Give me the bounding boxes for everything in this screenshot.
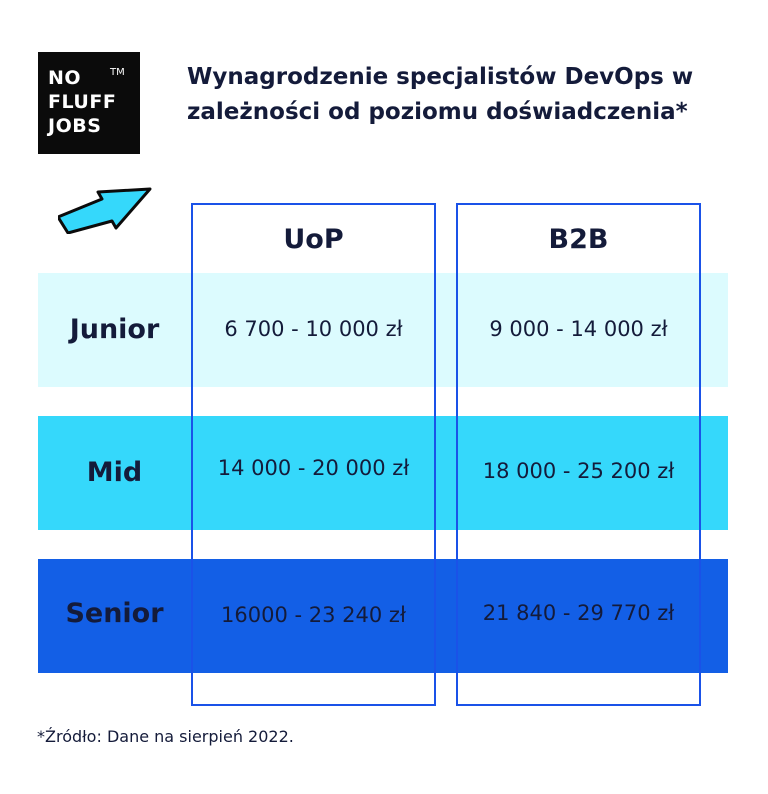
level-label-senior: Senior: [65, 598, 164, 629]
column-uop-frame: [191, 203, 436, 706]
cell-junior-uop: 6 700 - 10 000 zł: [224, 317, 403, 341]
cell-mid-uop: 14 000 - 20 000 zł: [217, 456, 410, 480]
column-header-b2b: B2B: [548, 224, 609, 255]
cell-senior-uop: 16000 - 23 240 zł: [221, 603, 406, 627]
logo-line-jobs: JOBS: [48, 115, 102, 137]
column-b2b-frame: [456, 203, 701, 706]
no-fluff-jobs-logo: NO FLUFF JOBS TM: [38, 52, 140, 154]
row-junior-background: [38, 273, 728, 387]
logo-trademark: TM: [110, 67, 125, 78]
logo-line-fluff: FLUFF: [48, 91, 117, 113]
source-footnote: *Źródło: Dane na sierpień 2022.: [37, 727, 294, 746]
page-title: Wynagrodzenie specjalistów DevOps w zale…: [187, 64, 694, 125]
level-label-junior: Junior: [69, 314, 160, 345]
row-mid-background: [38, 416, 728, 530]
row-senior-background: [38, 559, 728, 673]
cell-senior-b2b: 21 840 - 29 770 zł: [482, 601, 675, 625]
arrow-up-right-icon: [58, 187, 152, 234]
cell-mid-b2b: 18 000 - 25 200 zł: [482, 459, 675, 483]
column-header-uop: UoP: [283, 224, 344, 255]
cell-junior-b2b: 9 000 - 14 000 zł: [489, 317, 668, 341]
level-label-mid: Mid: [86, 457, 143, 488]
logo-line-no: NO: [48, 67, 82, 89]
